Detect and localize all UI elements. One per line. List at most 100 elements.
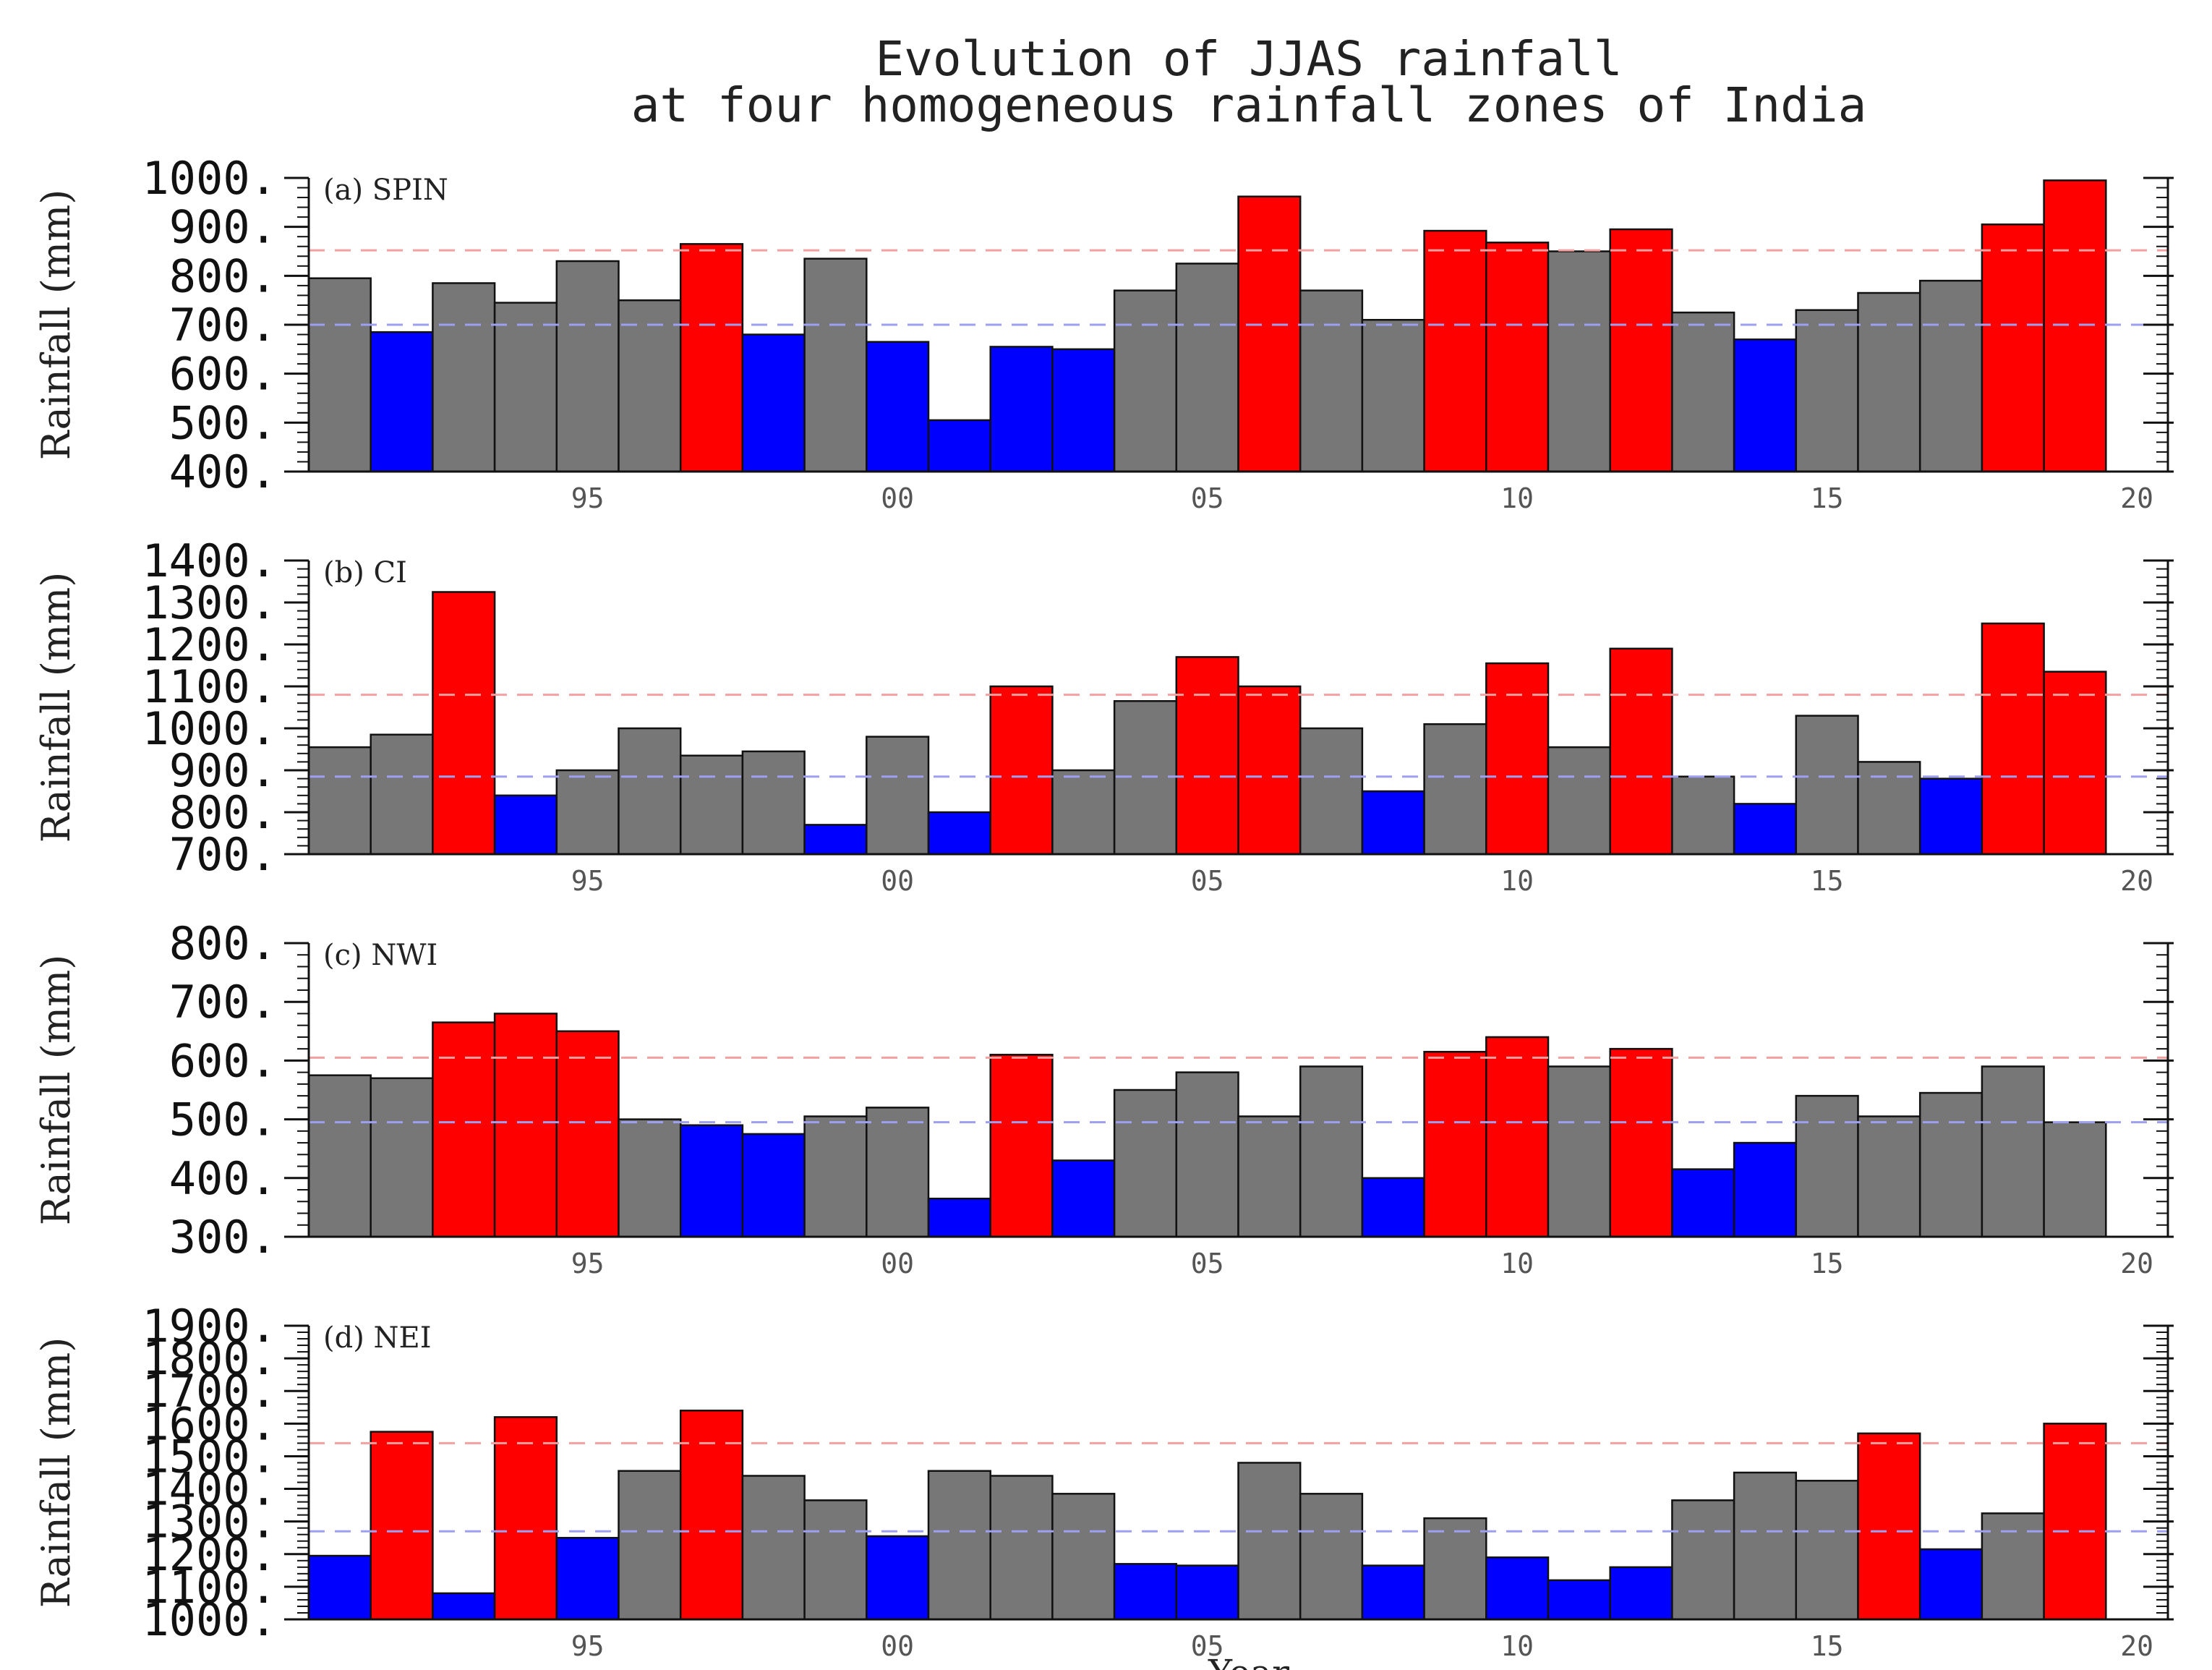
bar-dnei-1999 — [803, 1499, 868, 1621]
panel-4: 1000.1100.1200.1300.1400.1500.1600.1700.… — [33, 1300, 2174, 1662]
bar-aspin-2009 — [1423, 229, 1487, 473]
bar-cnwi-2012 — [1609, 1047, 1673, 1238]
bar-bci-2006 — [1237, 685, 1302, 856]
y-tick-label: 1600. — [142, 1397, 277, 1450]
bar-aspin-2013 — [1671, 311, 1735, 473]
y-tick-label: 700. — [169, 299, 277, 352]
bar-bci-2002 — [989, 685, 1054, 856]
bar-dnei-1998 — [741, 1475, 806, 1621]
bar-aspin-1999 — [803, 257, 868, 473]
bar-cnwi-1996 — [618, 1118, 682, 1238]
panel-label: (d) NEI — [323, 1321, 432, 1355]
y-tick-label: 1000. — [142, 152, 277, 205]
y-tick-label: 900. — [169, 201, 277, 254]
bar-dnei-1997 — [679, 1410, 744, 1621]
bar-aspin-1991 — [307, 277, 372, 473]
panel-1: 400.500.600.700.800.900.1000. 95 00 05 10 15 2… — [33, 152, 2174, 514]
bar-bci-2007 — [1299, 727, 1364, 856]
bar-aspin-2007 — [1299, 289, 1364, 473]
bar-dnei-2017 — [1918, 1548, 1983, 1621]
bar-bci-1991 — [307, 746, 372, 856]
bar-aspin-2002 — [989, 346, 1054, 473]
x-tick-label: 10 — [1500, 1630, 1534, 1662]
x-tick-label: 95 — [571, 482, 605, 514]
bar-bci-1994 — [493, 794, 558, 856]
bar-bci-2009 — [1423, 723, 1487, 856]
y-tick-label: 400. — [169, 446, 277, 498]
x-axis-label: Year — [1208, 1652, 1289, 1670]
bar-bci-1995 — [555, 769, 620, 856]
bar-aspin-2003 — [1051, 348, 1116, 473]
bar-dnei-1996 — [618, 1470, 682, 1621]
bar-cnwi-2006 — [1237, 1115, 1302, 1238]
x-tick-label: 00 — [881, 1248, 914, 1279]
x-tick-label: 10 — [1500, 482, 1534, 514]
bar-bci-2008 — [1361, 790, 1425, 856]
bar-aspin-2016 — [1857, 291, 1921, 473]
bar-cnwi-2017 — [1918, 1091, 1983, 1238]
bar-cnwi-2013 — [1671, 1168, 1735, 1238]
y-tick-label: 1100. — [142, 1561, 277, 1614]
bar-bci-2017 — [1918, 778, 1983, 856]
bar-cnwi-1999 — [803, 1115, 868, 1238]
bar-aspin-2010 — [1485, 242, 1550, 473]
bar-aspin-2019 — [2043, 179, 2107, 473]
bar-bci-2011 — [1547, 746, 1611, 856]
y-tick-label: 1200. — [142, 618, 277, 671]
bar-aspin-2008 — [1361, 318, 1425, 473]
bar-dnei-2015 — [1795, 1480, 1859, 1621]
bar-bci-2000 — [866, 736, 930, 856]
bar-dnei-1993 — [432, 1592, 496, 1621]
x-tick-label: 00 — [881, 482, 914, 514]
bar-dnei-2007 — [1299, 1493, 1364, 1621]
bar-dnei-2004 — [1113, 1563, 1178, 1621]
x-tick-label: 20 — [2120, 482, 2153, 514]
bar-bci-2001 — [927, 811, 991, 856]
bar-dnei-1994 — [493, 1416, 558, 1621]
bar-bci-2003 — [1051, 769, 1116, 856]
x-tick-label: 05 — [1191, 865, 1224, 897]
bar-cnwi-2004 — [1113, 1089, 1178, 1238]
bar-bci-1999 — [803, 824, 868, 856]
x-tick-label: 95 — [571, 1630, 605, 1662]
bar-cnwi-2000 — [866, 1107, 930, 1238]
bar-aspin-2006 — [1237, 195, 1302, 473]
panel-3: 300. 400. 500. 600. 700. 800. 95 00 05 10 15 20 (c) … — [33, 917, 2174, 1279]
y-tick-label: 700. — [169, 828, 277, 881]
x-tick-label: 15 — [1811, 865, 1844, 897]
bar-aspin-2014 — [1733, 338, 1798, 473]
y-tick-label: 1100. — [142, 660, 277, 713]
bar-cnwi-1995 — [555, 1030, 620, 1238]
y-axis-label: Rainfall (mm) — [33, 1337, 79, 1609]
y-tick-label: 400. — [169, 1152, 277, 1205]
bar-dnei-2014 — [1733, 1471, 1798, 1621]
bar-bci-1993 — [432, 591, 496, 856]
y-axis-label: Rainfall (mm) — [33, 955, 79, 1226]
x-tick-label: 20 — [2120, 1630, 2153, 1662]
y-tick-label: 900. — [169, 744, 277, 797]
y-tick-label: 800. — [169, 917, 277, 970]
bar-dnei-1995 — [555, 1536, 620, 1621]
bar-bci-2019 — [2043, 670, 2107, 856]
bar-cnwi-2008 — [1361, 1177, 1425, 1238]
bar-cnwi-1993 — [432, 1021, 496, 1238]
bar-cnwi-2018 — [1981, 1065, 2045, 1238]
y-tick-label: 500. — [169, 1094, 277, 1146]
bar-bci-1998 — [741, 750, 806, 856]
bar-bci-1992 — [370, 733, 434, 856]
bar-aspin-1998 — [741, 333, 806, 473]
y-tick-label: 500. — [169, 396, 277, 449]
bar-bci-2012 — [1609, 647, 1673, 856]
panel-label: (b) CI — [323, 556, 407, 589]
x-tick-label: 10 — [1500, 865, 1534, 897]
bar-dnei-2000 — [866, 1535, 930, 1621]
bar-aspin-2015 — [1795, 309, 1859, 473]
bar-cnwi-2019 — [2043, 1121, 2107, 1238]
panels-group: 400.500.600.700.800.900.1000.95 00 05 10 15 2… — [33, 152, 2174, 1662]
bar-dnei-2012 — [1609, 1566, 1673, 1621]
bar-aspin-2011 — [1547, 250, 1611, 473]
bar-dnei-2016 — [1857, 1432, 1921, 1621]
x-tick-label: 05 — [1191, 1630, 1224, 1662]
bar-aspin-1995 — [555, 260, 620, 473]
